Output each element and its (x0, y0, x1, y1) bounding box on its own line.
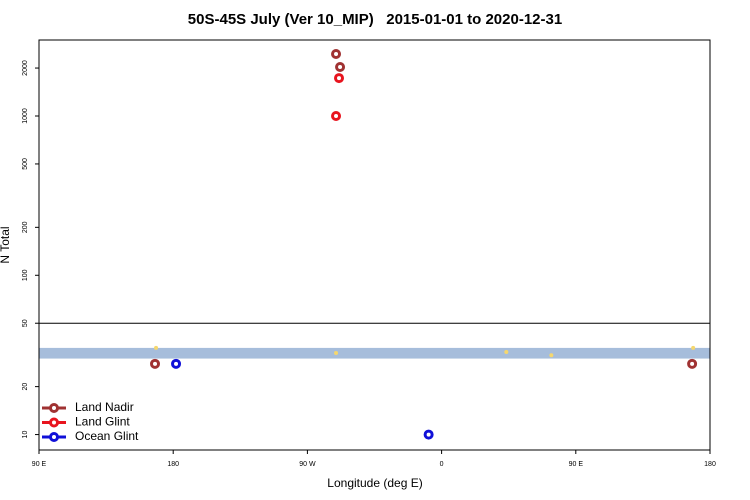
x-tick-label: 180 (167, 461, 179, 468)
point (334, 73, 345, 84)
point (171, 358, 182, 369)
point (331, 49, 342, 60)
point (423, 429, 434, 440)
point (331, 110, 342, 121)
x-tick-label: 90 E (32, 461, 47, 468)
legend-label: Land Glint (75, 415, 130, 429)
legend-marker (49, 403, 59, 413)
y-tick-label: 2000 (22, 60, 29, 76)
y-tick-label: 20 (22, 383, 29, 391)
y-tick-label: 50 (22, 319, 29, 327)
point (549, 353, 554, 358)
plot-frame (38, 39, 711, 451)
x-axis-label: Longitude (deg E) (327, 476, 422, 490)
legend-label: Ocean Glint (75, 429, 139, 443)
band (39, 347, 710, 359)
point (687, 358, 698, 369)
point (334, 351, 339, 356)
point (150, 358, 161, 369)
y-tick-label: 200 (22, 221, 29, 233)
point (691, 345, 696, 350)
point (335, 62, 346, 73)
x-tick-label: 180 (704, 461, 716, 468)
point (154, 345, 159, 350)
chart-title: 50S-45S July (Ver 10_MIP) 2015-01-01 to … (188, 11, 562, 28)
y-tick-label: 10 (22, 431, 29, 439)
legend-marker (49, 417, 59, 428)
x-tick-label: 90 W (299, 461, 316, 468)
y-tick-label: 100 (22, 269, 29, 281)
y-tick-label: 1000 (22, 108, 29, 124)
y-axis-label: N Total (0, 226, 12, 263)
x-tick-label: 0 (440, 461, 444, 468)
legend-label: Land Nadir (75, 400, 134, 414)
y-tick-label: 500 (22, 158, 29, 170)
legend-marker (49, 432, 59, 442)
x-tick-label: 90 E (569, 461, 584, 468)
point (504, 349, 509, 354)
